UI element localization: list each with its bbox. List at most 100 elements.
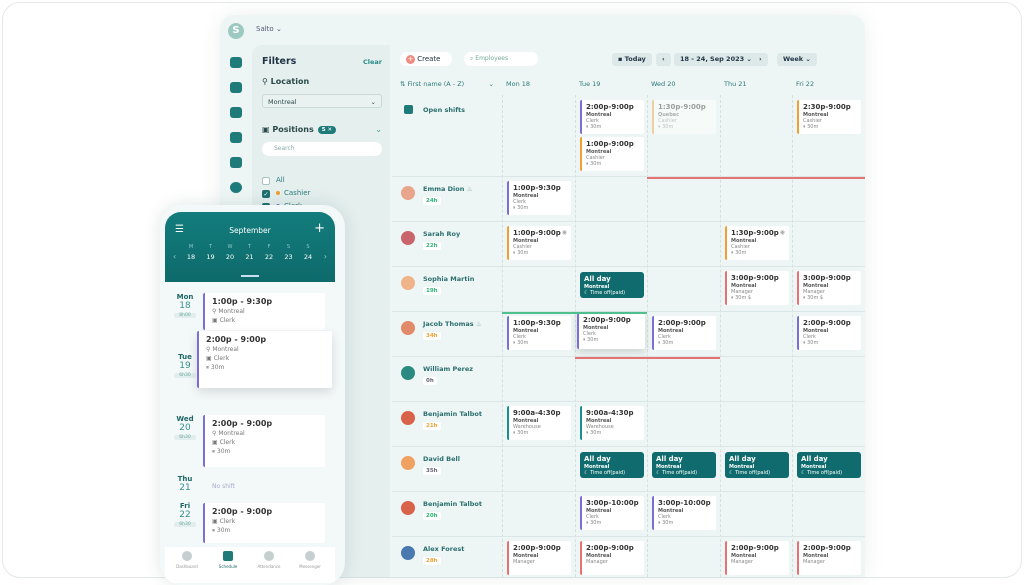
week-day[interactable]: F 22 bbox=[262, 244, 276, 261]
nav-messenger[interactable]: Messenger bbox=[292, 551, 328, 569]
week-day[interactable]: W 20 bbox=[223, 244, 237, 261]
employee-name[interactable]: Sophia Martin bbox=[423, 275, 474, 283]
shift-card[interactable]: 2:00p-9:00p Montreal Manager bbox=[797, 541, 861, 575]
avatar[interactable] bbox=[401, 186, 415, 200]
shift-card[interactable]: 2:00p-9:00p Montreal Clerk ⏸ 30m bbox=[577, 313, 645, 349]
shift-card[interactable]: 2:00p-9:00p Montreal Manager bbox=[507, 541, 571, 575]
employee-name[interactable]: Emma Dion ♨ bbox=[423, 185, 472, 193]
day-header[interactable]: Tue 19 bbox=[579, 80, 601, 88]
drag-handle[interactable] bbox=[241, 275, 259, 277]
shift-card[interactable]: 1:00p-9:00p Montreal Cashier ⏸ 30m ◉ bbox=[507, 226, 571, 260]
prev-week-icon[interactable]: ‹ bbox=[173, 252, 177, 261]
avatar[interactable] bbox=[401, 276, 415, 290]
shift-card[interactable]: 1:00p-9:30p Montreal Clerk ⏸ 30m bbox=[507, 181, 571, 215]
shift-location: Montreal bbox=[803, 112, 829, 118]
shift-card[interactable]: 1:30p-9:00p Quebec Cashier ⏸ 30m bbox=[652, 100, 716, 134]
positions-search-input[interactable]: Search bbox=[262, 142, 382, 156]
time-off-card[interactable]: All day Montreal ☾ Time off(paid) bbox=[580, 272, 644, 298]
time-off-card[interactable]: All day Montreal ☾ Time off(paid) bbox=[580, 452, 644, 478]
shift-card[interactable]: 1:00p-9:00p Montreal Cashier ⏸ 30m bbox=[580, 137, 644, 171]
date-range-select[interactable]: 18 - 24, Sep 2023 ⌄ bbox=[674, 53, 758, 66]
weekday-letter: T bbox=[208, 244, 213, 250]
menu-icon[interactable]: ☰ bbox=[175, 224, 184, 235]
avatar[interactable] bbox=[401, 456, 415, 470]
messenger-icon[interactable] bbox=[230, 182, 242, 193]
day-header[interactable]: Mon 18 bbox=[506, 80, 531, 88]
location-select[interactable]: Montreal ⌄ bbox=[262, 94, 382, 108]
avatar[interactable] bbox=[401, 366, 415, 380]
employee-name[interactable]: Alex Forest bbox=[423, 545, 464, 553]
avatar[interactable] bbox=[401, 411, 415, 425]
add-icon[interactable]: + bbox=[314, 221, 325, 236]
sort-select[interactable]: ⇅ First name (A - Z) ⌄ bbox=[400, 80, 494, 88]
checkbox-all[interactable] bbox=[262, 177, 270, 185]
day-header[interactable]: Fri 22 bbox=[796, 80, 815, 88]
home-icon[interactable] bbox=[230, 57, 242, 68]
view-select[interactable]: Week ⌄ bbox=[777, 53, 817, 66]
day-header[interactable]: Wed 20 bbox=[651, 80, 676, 88]
time-off-card[interactable]: All day Montreal ☾ Time off(paid) bbox=[797, 452, 861, 478]
shift-card[interactable]: 3:00p-9:00p Montreal Manager ⏸ 30m $ bbox=[725, 271, 789, 305]
shift-card[interactable]: 2:00p-9:00p Montreal Clerk ⏸ 30m bbox=[652, 316, 716, 350]
avatar[interactable] bbox=[401, 231, 415, 245]
avatar[interactable] bbox=[401, 321, 415, 335]
employees-search-input[interactable]: ⌕ Employees bbox=[464, 52, 538, 66]
shift-card[interactable]: 9:00a-4:30p Montreal Warehouse ⏸ 30m bbox=[580, 406, 644, 440]
positions-count-badge[interactable]: 5 ✕ bbox=[317, 125, 337, 134]
shift-card[interactable]: 3:00p-10:00p Montreal Clerk ⏸ 30m bbox=[580, 496, 644, 530]
shift-card[interactable]: 3:00p-9:00p Montreal Manager ⏸ 30m $ bbox=[797, 271, 861, 305]
mobile-shift-card[interactable]: 2:00p - 9:00p ⚲ Montreal ▣ Clerk ⏸ 30m bbox=[197, 331, 332, 388]
day-header[interactable]: Thu 21 bbox=[724, 80, 747, 88]
next-week-button[interactable]: › bbox=[753, 53, 768, 66]
week-day[interactable]: S 23 bbox=[282, 244, 296, 261]
clear-filters-button[interactable]: Clear bbox=[363, 58, 382, 66]
shift-card[interactable]: 1:00p-9:30p Montreal Clerk ⏸ 30m bbox=[507, 316, 571, 350]
mobile-shift-card[interactable]: 1:00p - 9:30p ⚲ Montreal ▣ Clerk bbox=[203, 293, 325, 330]
avatar[interactable] bbox=[401, 546, 415, 560]
shift-card[interactable]: 9:00a-4:30p Montreal Warehouse ⏸ 30m bbox=[507, 406, 571, 440]
option-label: Cashier bbox=[276, 189, 310, 197]
shift-time: 1:30p-9:00p bbox=[658, 103, 706, 111]
shift-card[interactable]: 2:00p-9:00p Montreal Manager bbox=[725, 541, 789, 575]
shift-card[interactable]: 3:00p-10:00p Montreal Clerk ⏸ 30m bbox=[652, 496, 716, 530]
mobile-shift-card[interactable]: 2:00p - 9:00p ▣ Clerk ⏸ 30m bbox=[203, 503, 325, 543]
nav-dashboard[interactable]: Dashboard bbox=[169, 551, 205, 569]
week-day[interactable]: S 24 bbox=[301, 244, 315, 261]
eye-icon[interactable]: ◉ bbox=[561, 229, 567, 236]
eye-icon[interactable]: ◉ bbox=[779, 229, 785, 236]
shift-card[interactable]: 2:30p-9:00p Montreal Cashier ⏸ 30m bbox=[797, 100, 861, 134]
employee-name[interactable]: Benjamin Talbot bbox=[423, 500, 482, 508]
prev-week-button[interactable]: ‹ bbox=[656, 53, 671, 66]
nav-attendance[interactable]: Attendance bbox=[251, 551, 287, 569]
shift-position: Manager bbox=[803, 289, 825, 295]
shift-card[interactable]: 2:00p-9:00p Montreal Manager bbox=[580, 541, 644, 575]
positions-section[interactable]: ▣ Positions 5 ✕ ⌄ bbox=[262, 125, 382, 134]
create-button[interactable]: + Create bbox=[400, 52, 452, 66]
team-icon[interactable] bbox=[230, 132, 242, 143]
nav-schedule[interactable]: Schedule bbox=[210, 551, 246, 569]
week-day[interactable]: T 19 bbox=[204, 244, 218, 261]
shift-card[interactable]: 2:00p-9:00p Montreal Clerk ⏸ 30m bbox=[580, 100, 644, 134]
time-off-card[interactable]: All day Montreal ☾ Time off(paid) bbox=[652, 452, 716, 478]
week-day[interactable]: M 18 bbox=[184, 244, 198, 261]
checkbox-cashier[interactable]: ✓ bbox=[262, 190, 270, 198]
shift-position: Manager bbox=[731, 289, 753, 295]
today-button[interactable]: ▪ Today bbox=[612, 53, 652, 66]
week-day[interactable]: T 21 bbox=[243, 244, 257, 261]
shift-location: Montreal bbox=[586, 149, 612, 155]
org-switcher[interactable]: Salto ⌄ bbox=[256, 25, 282, 33]
schedule-icon[interactable] bbox=[230, 82, 242, 93]
mobile-shift-card[interactable]: 2:00p - 9:00p ⚲ Montreal ▣ Clerk ⏸ 30m bbox=[203, 415, 325, 467]
attendance-icon[interactable] bbox=[230, 107, 242, 118]
employee-name[interactable]: Jacob Thomas ♨ bbox=[423, 320, 482, 328]
avatar[interactable] bbox=[401, 501, 415, 515]
employee-name[interactable]: Sarah Roy bbox=[423, 230, 460, 238]
employee-name[interactable]: Benjamin Talbot bbox=[423, 410, 482, 418]
employee-name[interactable]: William Perez bbox=[423, 365, 473, 373]
time-off-card[interactable]: All day Montreal ☾ Time off(paid) bbox=[725, 452, 789, 478]
shift-card[interactable]: 2:00p-9:00p Montreal Clerk ⏸ 30m bbox=[797, 316, 861, 350]
tasks-icon[interactable] bbox=[230, 157, 242, 168]
employee-name[interactable]: David Bell bbox=[423, 455, 460, 463]
shift-card[interactable]: 1:30p-9:00p Montreal Cashier ⏸ 30m ◉ bbox=[725, 226, 789, 260]
next-week-icon[interactable]: › bbox=[323, 252, 327, 261]
